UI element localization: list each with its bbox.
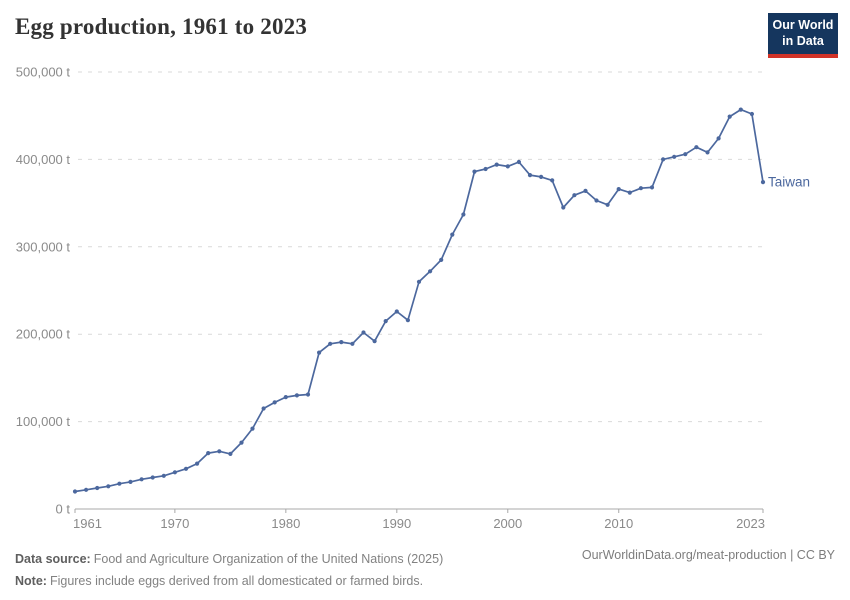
data-point-1968[interactable] [150,475,155,480]
data-point-1985[interactable] [339,340,344,345]
note-text: Figures include eggs derived from all do… [49,574,424,588]
data-point-1986[interactable] [350,341,355,346]
data-point-2000[interactable] [505,164,510,169]
data-point-2008[interactable] [594,198,599,203]
data-point-2009[interactable] [605,202,610,207]
footer-notes: Data source: Food and Agriculture Organiz… [15,548,555,592]
data-point-2004[interactable] [550,178,555,183]
data-source-line: Data source: Food and Agriculture Organiz… [15,548,555,570]
data-point-2018[interactable] [705,150,710,155]
data-point-1995[interactable] [450,232,455,237]
data-point-2001[interactable] [516,159,522,165]
data-point-1989[interactable] [383,319,388,324]
data-point-2002[interactable] [527,173,533,178]
data-point-2020[interactable] [727,114,732,119]
y-tick-label-300000: 300,000 t [16,239,71,254]
owid-link[interactable]: OurWorldinData.org/meat-production | CC … [581,548,835,562]
data-point-1974[interactable] [217,449,222,454]
data-point-2014[interactable] [661,157,666,162]
data-point-1967[interactable] [139,477,144,482]
data-point-2013[interactable] [649,185,655,190]
x-tick-label-1980: 1980 [271,516,300,531]
page-title: Egg production, 1961 to 2023 [15,14,308,39]
data-point-1984[interactable] [328,341,333,346]
data-point-1963[interactable] [95,485,100,491]
data-point-2007[interactable] [583,188,588,193]
data-point-2017[interactable] [694,145,699,150]
data-point-1965[interactable] [117,481,122,486]
data-point-2015[interactable] [672,154,677,159]
data-point-2022[interactable] [749,111,755,117]
owid-logo[interactable]: Our World in Data [768,13,838,58]
data-point-1972[interactable] [195,461,200,466]
x-tick-label-2023: 2023 [736,516,765,531]
note-line: Note: Figures include eggs derived from a… [15,570,555,592]
data-point-1978[interactable] [261,406,266,411]
data-source-label: Data source: [15,552,91,566]
x-tick-label-1970: 1970 [160,516,189,531]
data-point-1996[interactable] [461,212,466,217]
data-point-1976[interactable] [239,440,244,445]
data-point-1987[interactable] [361,330,366,335]
data-point-1999[interactable] [494,162,499,167]
data-point-1990[interactable] [394,309,399,314]
data-point-1961[interactable] [72,489,78,494]
data-point-1962[interactable] [84,487,89,492]
data-point-1998[interactable] [483,166,488,172]
data-source-text: Food and Agriculture Organization of the… [93,552,444,566]
note-label: Note: [15,574,47,588]
data-point-2012[interactable] [638,186,644,191]
data-point-1977[interactable] [250,426,255,431]
data-point-1969[interactable] [161,473,166,478]
line-chart[interactable]: 0 t 100,000 t 200,000 t 300,000 t 400,000 t 5… [0,0,850,545]
data-point-1982[interactable] [305,392,311,397]
data-point-2003[interactable] [539,174,544,179]
data-point-1992[interactable] [416,279,422,284]
entity-label-taiwan[interactable]: Taiwan [768,175,810,190]
y-tick-label-500000: 500,000 t [16,65,71,80]
y-tick-label-100000: 100,000 t [16,414,71,429]
data-point-1997[interactable] [472,169,477,174]
data-point-1981[interactable] [294,393,299,398]
x-tick-label-1961: 1961 [73,516,102,531]
x-tick-label-2000: 2000 [493,516,522,531]
data-point-1983[interactable] [317,350,322,355]
owid-logo-line2: in Data [782,33,824,48]
data-point-2011[interactable] [627,190,632,195]
data-point-2006[interactable] [572,193,577,198]
data-point-2016[interactable] [683,152,688,157]
data-point-2010[interactable] [616,187,621,192]
data-point-1988[interactable] [372,339,377,344]
data-point-2005[interactable] [561,205,566,210]
y-tick-label-400000: 400,000 t [16,152,71,167]
data-point-1970[interactable] [172,470,177,475]
data-point-1971[interactable] [183,466,189,471]
data-point-1991[interactable] [405,318,410,323]
owid-logo-line1: Our World [772,18,834,32]
y-tick-label-200000: 200,000 t [16,327,71,342]
x-tick-label-2010: 2010 [604,516,633,531]
data-point-1980[interactable] [283,395,288,400]
data-point-1973[interactable] [206,451,211,456]
data-point-2021[interactable] [738,107,743,112]
data-point-1966[interactable] [128,479,133,484]
y-tick-label-0: 0 t [56,502,71,517]
data-point-1964[interactable] [106,484,111,489]
data-point-1993[interactable] [428,269,433,274]
series-line-taiwan[interactable] [74,108,764,493]
data-point-2023[interactable] [760,180,766,185]
x-tick-label-1990: 1990 [382,516,411,531]
data-point-1975[interactable] [228,451,233,456]
data-point-1994[interactable] [439,257,444,262]
data-point-1979[interactable] [272,400,277,405]
data-point-2019[interactable] [716,136,721,141]
